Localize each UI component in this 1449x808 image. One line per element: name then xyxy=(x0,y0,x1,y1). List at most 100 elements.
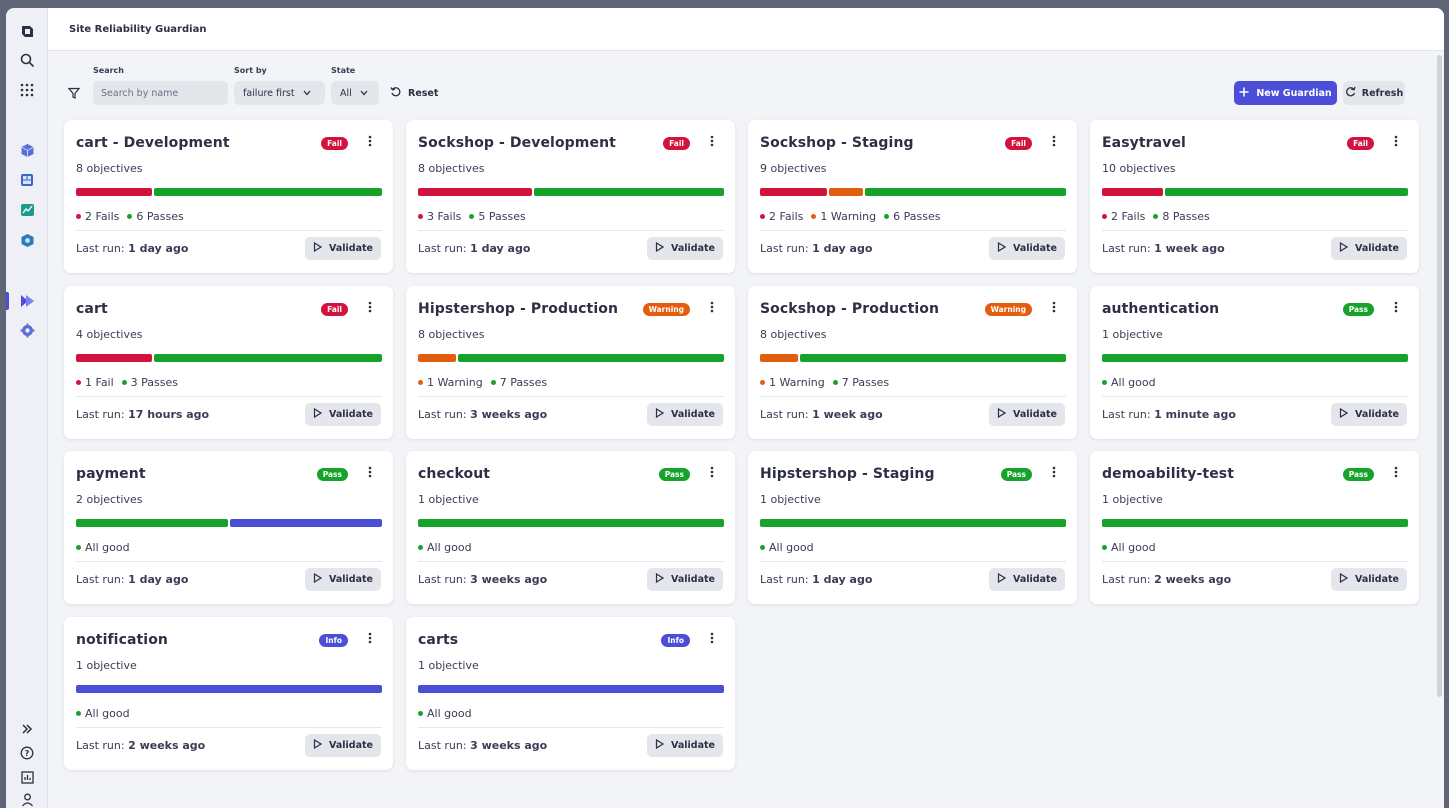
guardian-card[interactable]: notification Info 1 objective All good L… xyxy=(64,616,393,770)
validate-button[interactable]: Validate xyxy=(305,402,381,426)
validate-label: Validate xyxy=(329,243,373,254)
validate-button[interactable]: Validate xyxy=(647,733,723,757)
more-options-icon[interactable] xyxy=(710,135,714,151)
more-options-icon[interactable] xyxy=(1394,466,1398,482)
objectives-count: 1 objective xyxy=(760,493,821,506)
guardian-card[interactable]: demoability-test Pass 1 objective All go… xyxy=(1090,451,1419,604)
scrollbar[interactable] xyxy=(1437,55,1442,697)
more-options-icon[interactable] xyxy=(710,632,714,648)
status-legend: All good xyxy=(760,541,814,554)
more-options-icon[interactable] xyxy=(1052,135,1056,151)
play-icon xyxy=(313,572,323,586)
last-run-value: 1 day ago xyxy=(812,573,873,586)
new-guardian-button[interactable]: New Guardian xyxy=(1234,81,1337,105)
guardian-card[interactable]: carts Info 1 objective All good Last run… xyxy=(406,616,735,770)
validate-button[interactable]: Validate xyxy=(647,237,723,260)
guardian-icon[interactable] xyxy=(16,290,38,312)
filter-icon[interactable] xyxy=(67,86,81,100)
status-dot-icon xyxy=(760,379,765,385)
card-title[interactable]: notification xyxy=(76,631,168,648)
settings-cube-icon[interactable] xyxy=(16,229,38,251)
card-title[interactable]: Hipstershop - Production xyxy=(418,300,619,317)
guardian-card[interactable]: checkout Pass 1 objective All good Last … xyxy=(406,451,735,604)
more-options-icon[interactable] xyxy=(368,301,372,317)
guardian-card[interactable]: cart Fail 4 objectives 1 Fail 3 Passes La… xyxy=(64,285,393,439)
bar-segment-pass xyxy=(760,519,1066,527)
guardian-card[interactable]: Sockshop - Development Fail 8 objectives… xyxy=(406,120,735,273)
search-input[interactable] xyxy=(93,81,228,105)
legend-text: 2 Fails xyxy=(85,210,120,223)
more-options-icon[interactable] xyxy=(368,135,372,151)
guardian-card[interactable]: cart - Development Fail 8 objectives 2 F… xyxy=(64,120,393,273)
expand-icon[interactable] xyxy=(16,718,38,740)
card-title[interactable]: authentication xyxy=(1102,300,1220,317)
validate-button[interactable]: Validate xyxy=(1331,568,1407,591)
guardian-card[interactable]: Sockshop - Production Warning 8 objectiv… xyxy=(748,285,1077,439)
status-bar xyxy=(418,684,724,693)
card-title[interactable]: Sockshop - Staging xyxy=(760,135,914,151)
guardian-card[interactable]: Sockshop - Staging Fail 9 objectives 2 F… xyxy=(748,120,1077,273)
sort-select[interactable]: failure first xyxy=(234,81,325,105)
card-title[interactable]: Hipstershop - Staging xyxy=(760,466,935,482)
more-options-icon[interactable] xyxy=(1394,301,1398,317)
more-options-icon[interactable] xyxy=(710,466,714,482)
validate-button[interactable]: Validate xyxy=(1331,237,1407,260)
last-run-value: 2 weeks ago xyxy=(1154,573,1232,586)
validate-button[interactable]: Validate xyxy=(1331,402,1407,426)
card-title[interactable]: payment xyxy=(76,466,146,482)
more-options-icon[interactable] xyxy=(1052,466,1056,482)
apps-grid-icon[interactable] xyxy=(16,79,38,101)
guardian-card[interactable]: authentication Pass 1 objective All good… xyxy=(1090,285,1419,439)
user-icon[interactable] xyxy=(16,789,38,808)
validate-button[interactable]: Validate xyxy=(647,402,723,426)
chart-icon[interactable] xyxy=(16,199,38,221)
report-icon[interactable] xyxy=(16,766,38,788)
divider xyxy=(418,395,724,397)
guardian-card[interactable]: Hipstershop - Production Warning 8 objec… xyxy=(406,285,735,439)
card-title[interactable]: checkout xyxy=(418,466,491,482)
state-select[interactable]: All xyxy=(331,81,379,105)
guardian-card[interactable]: Easytravel Fail 10 objectives 2 Fails 8 P… xyxy=(1090,120,1419,273)
more-options-icon[interactable] xyxy=(1394,135,1398,151)
validate-button[interactable]: Validate xyxy=(989,568,1065,591)
card-title[interactable]: Sockshop - Production xyxy=(760,300,940,317)
logo-icon[interactable] xyxy=(16,21,38,43)
validate-button[interactable]: Validate xyxy=(305,568,381,591)
card-title[interactable]: Sockshop - Development xyxy=(418,135,616,151)
legend-text: 8 Passes xyxy=(1162,210,1210,223)
status-badge: Pass xyxy=(1000,468,1032,481)
validate-button[interactable]: Validate xyxy=(989,402,1065,426)
more-options-icon[interactable] xyxy=(1052,301,1056,317)
card-title[interactable]: Easytravel xyxy=(1102,135,1186,151)
status-badge: Fail xyxy=(1347,137,1374,150)
play-icon xyxy=(655,407,665,421)
bar-segment-fail xyxy=(76,353,152,362)
validate-label: Validate xyxy=(1355,408,1399,420)
card-title[interactable]: demoability-test xyxy=(1102,466,1235,482)
validate-button[interactable]: Validate xyxy=(989,237,1065,260)
more-options-icon[interactable] xyxy=(368,632,372,648)
search-icon[interactable] xyxy=(16,49,38,71)
objectives-count: 8 objectives xyxy=(760,327,827,341)
legend-item: 2 Fails xyxy=(760,210,803,223)
gear-icon[interactable] xyxy=(16,319,38,341)
card-title[interactable]: cart - Development xyxy=(76,135,230,151)
more-options-icon[interactable] xyxy=(710,301,714,317)
plus-icon xyxy=(1239,87,1249,100)
more-options-icon[interactable] xyxy=(368,466,372,482)
help-icon[interactable]: ? xyxy=(16,742,38,764)
dashboard-icon[interactable] xyxy=(16,169,38,191)
validate-button[interactable]: Validate xyxy=(305,237,381,260)
validate-label: Validate xyxy=(1013,243,1057,254)
validate-button[interactable]: Validate xyxy=(647,568,723,591)
divider xyxy=(1102,561,1408,562)
reset-button[interactable]: Reset xyxy=(390,81,438,105)
guardian-card[interactable]: payment Pass 2 objectives All good Last … xyxy=(64,451,393,604)
cube-icon[interactable] xyxy=(16,139,38,161)
guardian-card[interactable]: Hipstershop - Staging Pass 1 objective A… xyxy=(748,451,1077,604)
card-title[interactable]: carts xyxy=(418,631,459,648)
card-title[interactable]: cart xyxy=(76,300,108,317)
validate-button[interactable]: Validate xyxy=(305,733,381,757)
last-run: Last run: 3 weeks ago xyxy=(418,739,547,752)
refresh-button[interactable]: Refresh xyxy=(1343,81,1405,105)
